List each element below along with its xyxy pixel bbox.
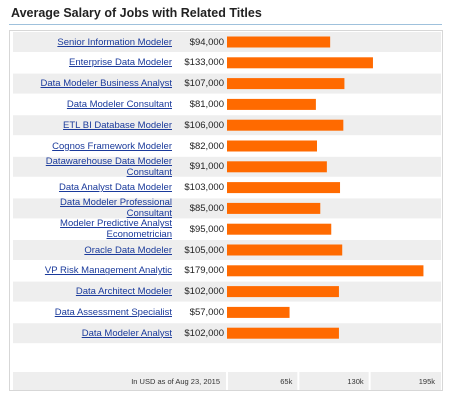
job-title-row-11: VP Risk Management Analytic: [14, 261, 172, 281]
salary-value: $102,000: [184, 327, 224, 339]
x-tick-label: 65k: [280, 376, 293, 386]
job-title-row-4: ETL BI Database Modeler: [14, 115, 172, 135]
job-title-link[interactable]: Data Assessment Specialist: [54, 306, 172, 318]
job-title-row-6: Datawarehouse Data Modeler Consultant: [14, 155, 172, 178]
job-title-link[interactable]: Data Modeler Professional Consultant: [60, 197, 172, 220]
job-title-row-2: Data Modeler Business Analyst: [14, 74, 172, 94]
job-title-row-10: Oracle Data Modeler: [14, 240, 172, 260]
salary-value: $57,000: [189, 306, 224, 318]
job-title-row-5: Cognos Framework Modeler: [14, 136, 172, 156]
job-title-link[interactable]: Senior Information Modeler: [57, 36, 172, 48]
salary-value: $102,000: [184, 286, 224, 298]
bar-1: [227, 57, 373, 69]
job-title-link[interactable]: Data Analyst Data Modeler: [58, 182, 172, 194]
salary-value: $107,000: [184, 78, 224, 90]
title-divider: [9, 24, 442, 25]
job-title-link[interactable]: Enterprise Data Modeler: [69, 57, 172, 69]
job-title-row-12: Data Architect Modeler: [14, 282, 172, 302]
job-title-link[interactable]: Modeler Predictive Analyst Econometricia…: [60, 218, 172, 241]
bar-6: [227, 161, 327, 173]
bar-0: [227, 36, 331, 48]
bar-14: [227, 327, 339, 339]
salary-value: $133,000: [184, 57, 224, 69]
bar-7: [227, 182, 341, 194]
footnote: In USD as of Aug 23, 2015: [131, 376, 220, 386]
job-title-link[interactable]: VP Risk Management Analytic: [44, 265, 172, 277]
chart-title: Average Salary of Jobs with Related Titl…: [11, 6, 262, 20]
bar-8: [227, 202, 321, 214]
salary-value: $103,000: [184, 182, 224, 194]
bar-4: [227, 119, 344, 131]
salary-value: $81,000: [189, 98, 224, 110]
salary-value: $105,000: [184, 244, 224, 256]
job-title-link[interactable]: ETL BI Database Modeler: [63, 119, 172, 131]
job-title-row-7: Data Analyst Data Modeler: [14, 178, 172, 198]
bar-2: [227, 78, 345, 90]
salary-value: $91,000: [189, 161, 224, 173]
salary-value: $95,000: [189, 223, 224, 235]
job-title-row-9: Modeler Predictive Analyst Econometricia…: [14, 218, 172, 241]
bar-5: [227, 140, 317, 152]
bar-12: [227, 286, 339, 298]
x-tick-label: 130k: [347, 376, 364, 386]
salary-value: $106,000: [184, 119, 224, 131]
job-title-link[interactable]: Cognos Framework Modeler: [52, 140, 172, 152]
job-title-link[interactable]: Datawarehouse Data Modeler Consultant: [45, 155, 172, 178]
bar-11: [227, 265, 424, 277]
job-title-row-14: Data Modeler Analyst: [14, 323, 172, 343]
salary-value: $94,000: [189, 36, 224, 48]
job-title-row-1: Enterprise Data Modeler: [14, 53, 172, 73]
salary-value: $179,000: [184, 265, 224, 277]
x-tick-label: 195k: [418, 376, 435, 386]
bar-13: [227, 306, 290, 318]
salary-value: $85,000: [189, 202, 224, 214]
job-title-link[interactable]: Oracle Data Modeler: [84, 244, 172, 256]
job-title-link[interactable]: Data Modeler Consultant: [66, 98, 172, 110]
job-title-link[interactable]: Data Modeler Business Analyst: [40, 78, 172, 90]
bar-9: [227, 223, 332, 235]
job-title-row-8: Data Modeler Professional Consultant: [14, 197, 172, 220]
job-title-row-13: Data Assessment Specialist: [14, 302, 172, 322]
salary-value: $82,000: [189, 140, 224, 152]
bar-10: [227, 244, 343, 256]
job-title-link[interactable]: Data Architect Modeler: [75, 286, 172, 298]
job-title-row-3: Data Modeler Consultant: [14, 94, 172, 114]
job-title-row-0: Senior Information Modeler: [14, 32, 172, 52]
bar-3: [227, 98, 316, 110]
job-title-link[interactable]: Data Modeler Analyst: [81, 327, 172, 339]
